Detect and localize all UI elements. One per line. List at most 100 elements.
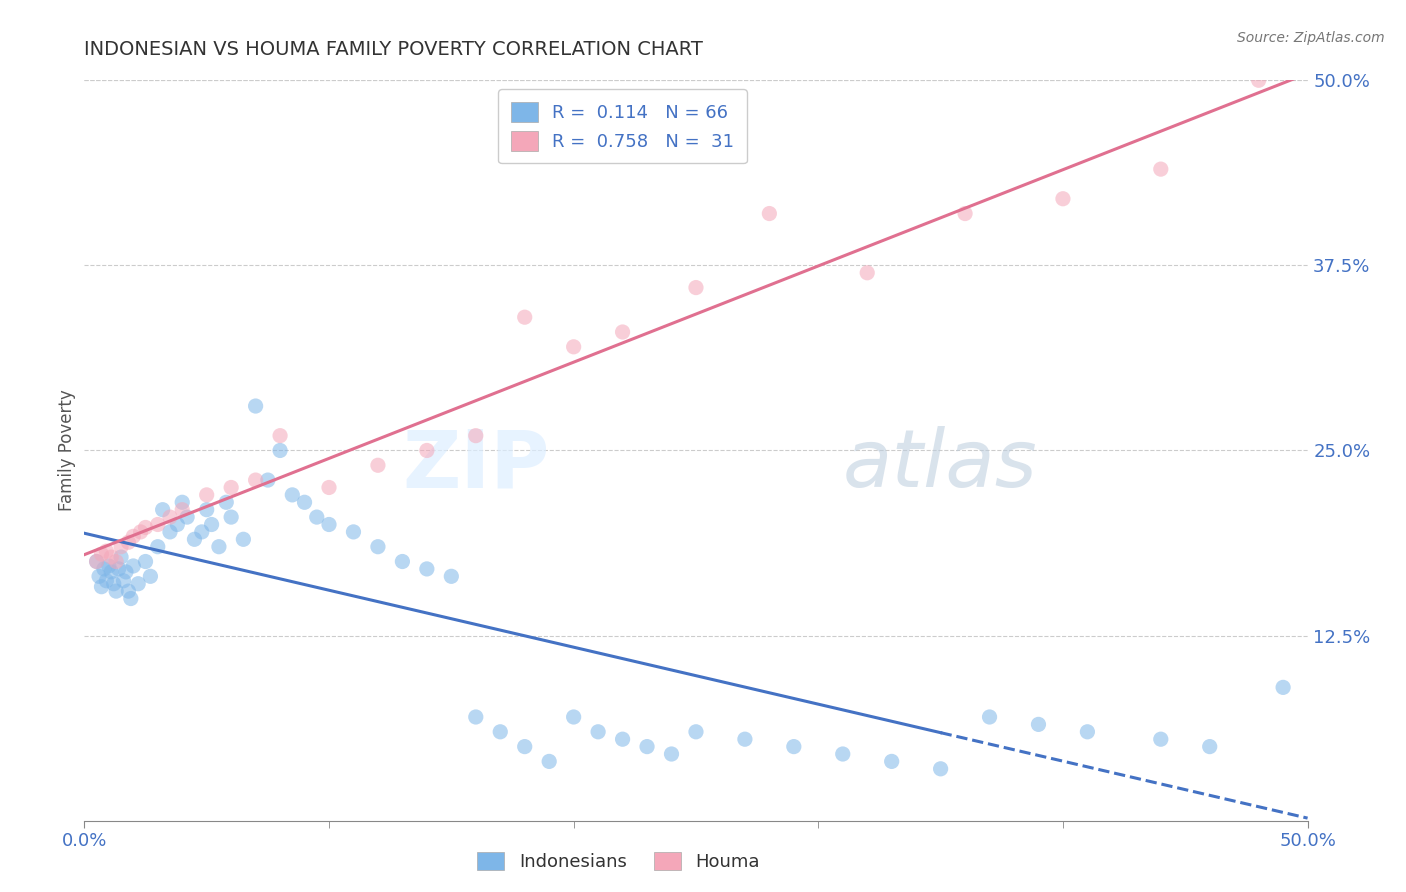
Point [135, 520, 157, 534]
Point [281, 488, 304, 502]
Point [215, 495, 238, 509]
Point [103, 576, 125, 591]
Point [107, 562, 129, 576]
Point [1272, 681, 1295, 695]
Point [117, 535, 139, 549]
Legend: R =  0.114   N = 66, R =  0.758   N =  31: R = 0.114 N = 66, R = 0.758 N = 31 [498, 89, 747, 163]
Point [86, 555, 108, 569]
Point [562, 710, 585, 724]
Point [96, 574, 118, 588]
Point [257, 473, 280, 487]
Point [117, 584, 139, 599]
Point [152, 502, 174, 516]
Point [245, 399, 267, 413]
Point [122, 558, 145, 573]
Point [305, 510, 328, 524]
Point [318, 480, 340, 494]
Point [90, 580, 112, 594]
Point [979, 710, 1001, 724]
Text: atlas: atlas [842, 426, 1038, 504]
Point [96, 544, 118, 558]
Point [636, 739, 658, 754]
Point [464, 428, 486, 442]
Point [586, 724, 609, 739]
Point [758, 206, 780, 220]
Point [219, 510, 242, 524]
Point [612, 732, 634, 747]
Point [176, 510, 198, 524]
Point [87, 569, 110, 583]
Point [294, 495, 316, 509]
Point [135, 555, 157, 569]
Point [191, 524, 214, 539]
Y-axis label: Family Poverty: Family Poverty [58, 390, 76, 511]
Point [538, 755, 561, 769]
Point [159, 510, 181, 524]
Point [783, 739, 806, 754]
Point [105, 555, 128, 569]
Point [86, 555, 108, 569]
Point [115, 565, 138, 579]
Point [110, 540, 132, 554]
Point [856, 266, 879, 280]
Point [391, 555, 413, 569]
Point [1198, 739, 1220, 754]
Point [146, 540, 169, 554]
Point [105, 584, 128, 599]
Point [734, 732, 756, 747]
Point [100, 565, 122, 579]
Legend: Indonesians, Houma: Indonesians, Houma [470, 845, 768, 879]
Point [1247, 73, 1270, 87]
Text: ZIP: ZIP [402, 426, 550, 504]
Point [1150, 732, 1173, 747]
Point [831, 747, 853, 761]
Point [172, 502, 194, 516]
Point [1028, 717, 1050, 731]
Point [159, 524, 181, 539]
Point [342, 524, 364, 539]
Point [110, 550, 132, 565]
Point [195, 488, 218, 502]
Point [90, 547, 112, 561]
Point [612, 325, 634, 339]
Point [367, 540, 389, 554]
Point [166, 517, 188, 532]
Point [513, 739, 536, 754]
Text: INDONESIAN VS HOUMA FAMILY POVERTY CORRELATION CHART: INDONESIAN VS HOUMA FAMILY POVERTY CORRE… [84, 40, 703, 59]
Point [183, 533, 205, 547]
Point [1150, 162, 1173, 177]
Point [367, 458, 389, 473]
Point [129, 524, 152, 539]
Point [219, 480, 242, 494]
Point [661, 747, 683, 761]
Point [139, 569, 162, 583]
Point [440, 569, 463, 583]
Point [269, 428, 291, 442]
Point [112, 574, 135, 588]
Point [93, 562, 115, 576]
Point [120, 591, 142, 606]
Point [953, 206, 976, 220]
Point [195, 502, 218, 516]
Point [269, 443, 291, 458]
Point [122, 529, 145, 543]
Point [464, 710, 486, 724]
Point [146, 517, 169, 532]
Point [489, 724, 512, 739]
Point [200, 517, 222, 532]
Point [685, 724, 707, 739]
Point [318, 517, 340, 532]
Point [172, 495, 194, 509]
Point [127, 576, 149, 591]
Point [1076, 724, 1098, 739]
Point [513, 310, 536, 325]
Point [208, 540, 231, 554]
Text: Source: ZipAtlas.com: Source: ZipAtlas.com [1237, 31, 1385, 45]
Point [685, 280, 707, 294]
Point [232, 533, 254, 547]
Point [1052, 192, 1074, 206]
Point [562, 340, 585, 354]
Point [416, 443, 439, 458]
Point [245, 473, 267, 487]
Point [880, 755, 903, 769]
